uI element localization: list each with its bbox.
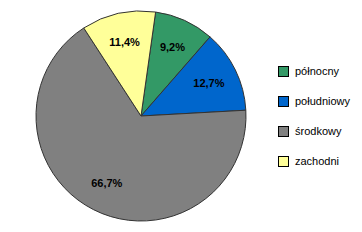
html-text:środkowy: środkowy bbox=[295, 125, 342, 137]
svg-text:11,4%: 11,4% bbox=[109, 36, 140, 48]
html-text:zachodni: zachodni bbox=[295, 155, 339, 167]
svg-text:9,2%: 9,2% bbox=[160, 41, 185, 53]
html-text:południowy: południowy bbox=[295, 95, 350, 107]
svg-text:66,7%: 66,7% bbox=[91, 177, 122, 189]
svg-text:12,7%: 12,7% bbox=[193, 77, 224, 89]
html-text:północny: północny bbox=[295, 65, 339, 77]
